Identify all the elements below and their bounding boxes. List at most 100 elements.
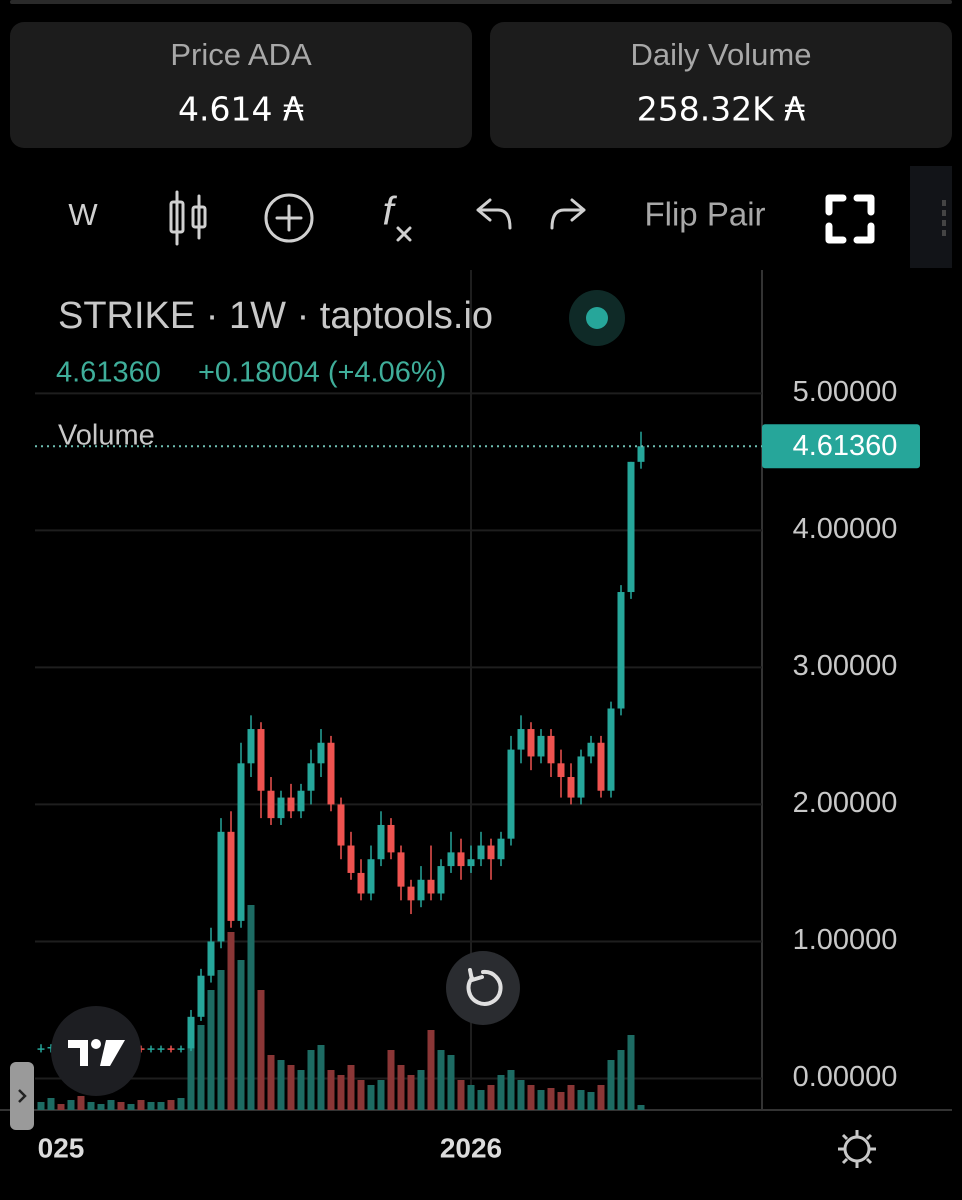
volume-bar <box>107 1100 115 1110</box>
candle-body <box>607 708 615 791</box>
candle-body <box>637 446 645 462</box>
candle-body <box>377 824 385 860</box>
volume-bar <box>367 1085 375 1110</box>
candle-body <box>347 845 355 873</box>
x-tick-label: 025 <box>38 1132 85 1163</box>
candle-body <box>237 763 245 921</box>
candle-body <box>47 1046 55 1049</box>
candle-body <box>557 763 565 778</box>
candle-body <box>267 790 275 819</box>
volume-bar <box>147 1102 155 1110</box>
candle-body <box>317 742 325 764</box>
tradingview-logo[interactable] <box>51 1006 141 1096</box>
volume-bar <box>397 1065 405 1110</box>
volume-bar <box>87 1102 95 1110</box>
volume-bar <box>537 1090 545 1110</box>
legend-change: +0.18004 (+4.06%) <box>198 357 446 389</box>
last-price-box <box>762 424 920 469</box>
plot: 0.00000 1.00000 2.00000 3.00000 4.00000 5.000… <box>35 270 920 1163</box>
candle-body <box>397 852 405 887</box>
candle-body <box>477 845 485 860</box>
undo-button[interactable] <box>476 198 512 230</box>
candle-body <box>507 749 515 839</box>
y-tick-label: 1.00000 <box>793 924 898 956</box>
volume-bar <box>547 1088 555 1110</box>
volume-card <box>490 22 952 148</box>
volume-bar <box>227 932 235 1110</box>
fullscreen-button[interactable] <box>825 194 875 244</box>
volume-bar <box>377 1080 385 1110</box>
volume-bar <box>217 970 225 1110</box>
card-value: 4.614 ₳ <box>178 90 304 129</box>
volume-bar <box>457 1080 465 1110</box>
toolbar-overflow <box>910 166 952 268</box>
candle-body <box>277 797 285 819</box>
card-value: 258.32K ₳ <box>637 90 806 129</box>
volume-bar <box>337 1075 345 1110</box>
axis-settings-button[interactable] <box>838 1130 876 1168</box>
volume-bar <box>197 1025 205 1110</box>
volume-bar <box>407 1075 415 1110</box>
interval-button[interactable]: W <box>68 197 98 232</box>
flip-pair-button[interactable]: Flip Pair <box>644 196 765 233</box>
volume-bar <box>527 1085 535 1110</box>
reset-button[interactable] <box>446 951 520 1025</box>
candle-body <box>177 1048 185 1050</box>
candle-body <box>447 852 455 867</box>
candle-body <box>327 742 335 805</box>
candle-type-button[interactable] <box>169 190 207 246</box>
volume-bar <box>77 1096 85 1110</box>
y-tick-label: 0.00000 <box>793 1061 898 1093</box>
volume-bar <box>167 1100 175 1110</box>
volume-bar <box>57 1104 65 1110</box>
candle-body <box>417 879 425 901</box>
y-tick-label: 5.00000 <box>793 376 898 408</box>
candle-body <box>257 729 265 791</box>
card-label: Price ADA <box>170 37 312 72</box>
y-tick-label: 3.00000 <box>793 650 898 682</box>
candle-body <box>437 866 445 894</box>
candle-body <box>517 729 525 750</box>
candle-body <box>627 461 635 593</box>
status-dot <box>586 307 608 329</box>
candle-body <box>597 742 605 791</box>
candle-body <box>187 1016 195 1049</box>
volume-bar <box>447 1055 455 1110</box>
candle-body <box>527 729 535 757</box>
volume-bar <box>587 1092 595 1110</box>
volume-bar <box>327 1070 335 1110</box>
candle-body <box>247 729 255 764</box>
card-label: Daily Volume <box>631 37 812 72</box>
volume-bar <box>157 1102 165 1110</box>
volume-bar <box>507 1070 515 1110</box>
indicator-add-button[interactable] <box>264 193 314 243</box>
candle-body <box>567 777 575 798</box>
candle-body <box>587 742 595 757</box>
volume-bar <box>567 1085 575 1110</box>
candle-body <box>217 831 225 942</box>
volume-bar <box>347 1065 355 1110</box>
volume-bar <box>487 1085 495 1110</box>
redo-button[interactable] <box>550 198 586 230</box>
volume-bar <box>137 1100 145 1110</box>
volume-bar <box>257 990 265 1110</box>
volume-bar <box>67 1100 75 1110</box>
candle-body <box>357 872 365 894</box>
candle-body <box>307 763 315 791</box>
volume-bar <box>207 990 215 1110</box>
candle-body <box>337 804 345 846</box>
side-panel-toggle[interactable] <box>10 1062 34 1130</box>
volume-bar <box>437 1050 445 1110</box>
volume-bar <box>187 1040 195 1110</box>
candle-body <box>617 592 625 709</box>
chart-title: STRIKE · 1W · taptools.io <box>58 295 493 337</box>
volume-bar <box>427 1030 435 1110</box>
volume-bar <box>597 1085 605 1110</box>
volume-bar <box>297 1070 305 1110</box>
volume-bar <box>607 1060 615 1110</box>
candle-body <box>37 1048 45 1050</box>
candle-body <box>547 735 555 764</box>
legend-price: 4.61360 <box>56 357 161 389</box>
